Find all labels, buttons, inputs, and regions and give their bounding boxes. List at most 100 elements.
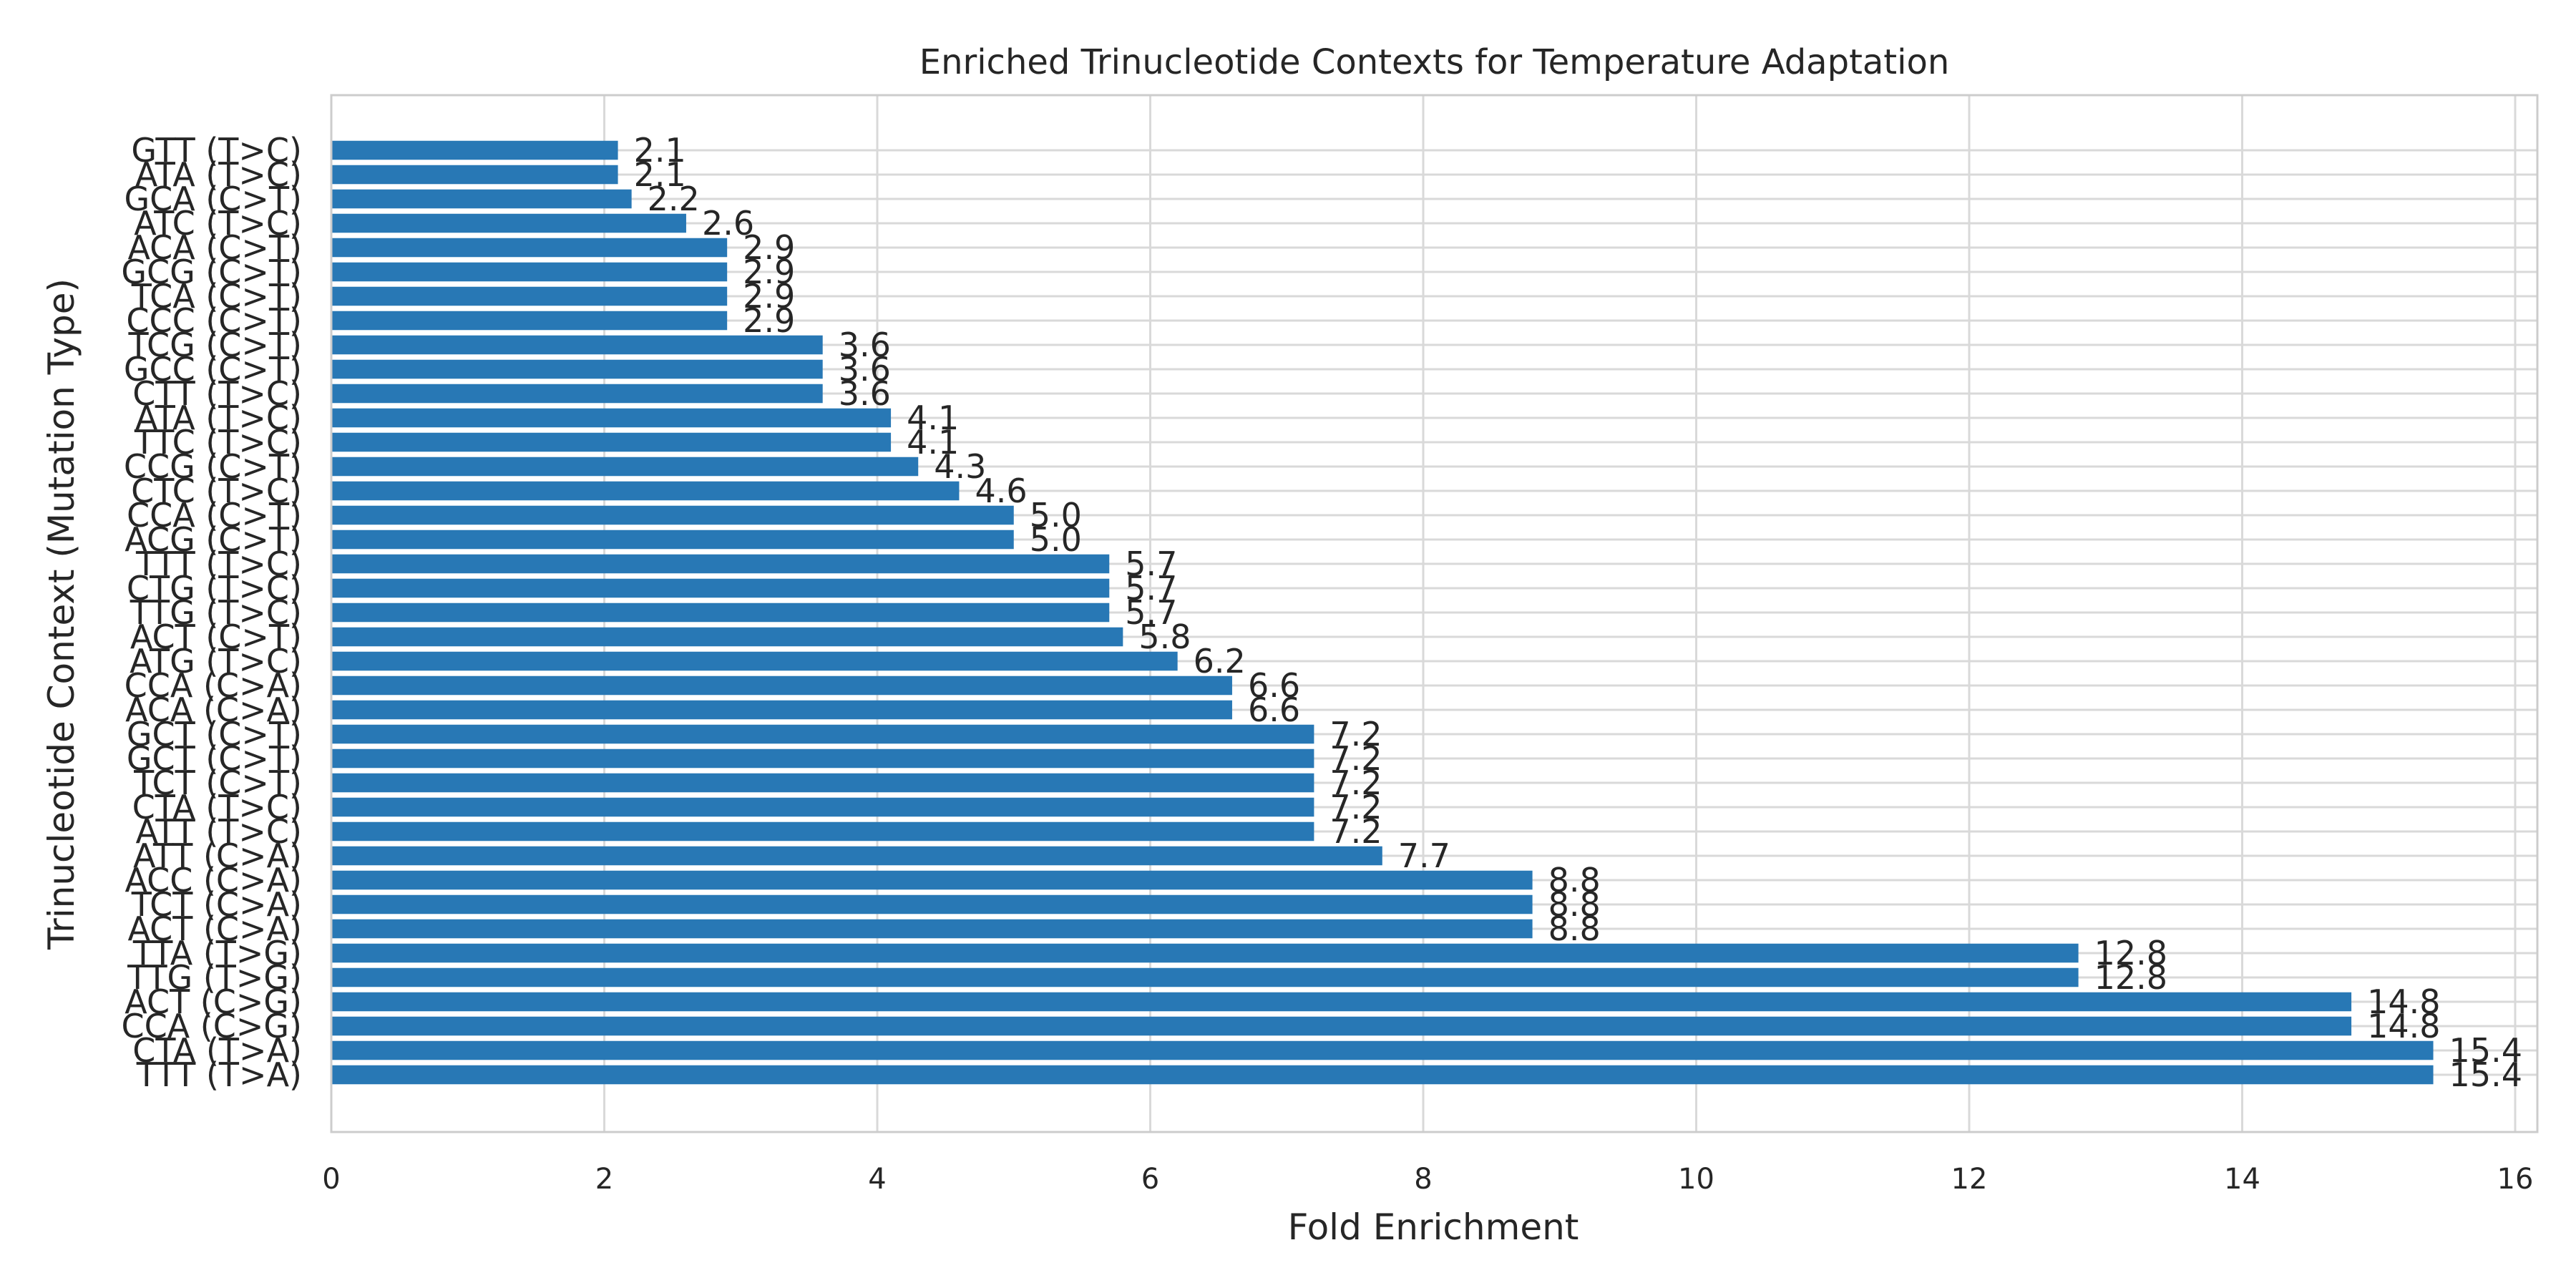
x-tick-label: 0 bbox=[322, 1163, 340, 1196]
bar bbox=[331, 189, 632, 209]
bar-value-label: 3.6 bbox=[839, 326, 891, 364]
bar-value-label: 6.6 bbox=[1248, 691, 1300, 729]
bar-value-label: 2.6 bbox=[702, 204, 754, 243]
bar-value-label: 5.7 bbox=[1125, 545, 1177, 583]
y-tick-label: ACG (C>T) bbox=[125, 520, 302, 559]
bar bbox=[331, 602, 1110, 623]
y-tick-label: GCT (C>T) bbox=[127, 715, 302, 753]
bar-value-label: 2.1 bbox=[634, 131, 686, 170]
bar bbox=[331, 724, 1314, 744]
y-tick-label: GCG (C>T) bbox=[121, 253, 302, 291]
bar bbox=[331, 967, 2079, 987]
bar bbox=[331, 140, 618, 160]
y-tick-label: ATA (T>C) bbox=[135, 399, 302, 437]
bar-value-label: 2.9 bbox=[743, 228, 795, 267]
bar bbox=[331, 773, 1314, 793]
bar-value-label: 8.8 bbox=[1548, 885, 1601, 924]
bar-value-label: 2.2 bbox=[648, 180, 700, 218]
y-tick-label: TTG (T>C) bbox=[130, 593, 302, 632]
bar-value-label: 2.1 bbox=[634, 155, 686, 194]
bar bbox=[331, 335, 823, 355]
bar bbox=[331, 530, 1014, 550]
y-tick-label: ACT (C>G) bbox=[125, 982, 302, 1021]
bar-value-label: 6.6 bbox=[1248, 666, 1300, 705]
y-tick-label: GCC (C>T) bbox=[124, 350, 302, 389]
bar bbox=[331, 675, 1232, 696]
bar bbox=[331, 700, 1232, 720]
bar-value-label: 15.4 bbox=[2449, 1031, 2522, 1070]
y-tick-label: ACA (C>A) bbox=[125, 691, 302, 729]
y-tick-label: TCT (C>T) bbox=[133, 763, 302, 802]
bar-value-label: 6.2 bbox=[1194, 642, 1246, 680]
bar-value-label: 3.6 bbox=[839, 350, 891, 389]
y-tick-label: CTC (T>C) bbox=[131, 472, 302, 510]
bar bbox=[331, 651, 1178, 671]
bar-value-label: 14.8 bbox=[2367, 1007, 2440, 1045]
bar bbox=[331, 165, 618, 185]
x-tick-label: 4 bbox=[868, 1163, 886, 1196]
x-tick-label: 12 bbox=[1951, 1163, 1988, 1196]
y-tick-label: CCA (C>T) bbox=[127, 496, 302, 535]
bar-value-label: 8.8 bbox=[1548, 861, 1601, 899]
bar bbox=[331, 505, 1014, 525]
y-tick-label: ATA (T>C) bbox=[135, 155, 302, 194]
y-tick-label: TTT (T>C) bbox=[135, 545, 302, 583]
y-tick-label: TCG (C>T) bbox=[128, 326, 302, 364]
bar-value-label: 14.8 bbox=[2367, 982, 2440, 1021]
bar bbox=[331, 821, 1314, 841]
bar-value-label: 2.9 bbox=[743, 277, 795, 316]
bar-value-label: 7.2 bbox=[1330, 788, 1382, 826]
x-tick-label: 10 bbox=[1678, 1163, 1714, 1196]
bar-value-label: 4.3 bbox=[934, 447, 986, 486]
y-tick-label: ATC (T>C) bbox=[134, 204, 302, 243]
y-tick-label: CTT (T>C) bbox=[132, 374, 302, 413]
bar-value-label: 7.2 bbox=[1330, 739, 1382, 778]
bar bbox=[331, 992, 2352, 1012]
y-tick-label: ATT (C>A) bbox=[133, 836, 302, 875]
bar bbox=[331, 578, 1110, 598]
y-tick-label: ACC (C>A) bbox=[125, 861, 302, 899]
y-tick-label: ACT (C>T) bbox=[130, 618, 302, 656]
y-tick-label: ATG (T>C) bbox=[130, 642, 302, 680]
bar-value-label: 7.2 bbox=[1330, 763, 1382, 802]
y-tick-label: TTA (T>G) bbox=[132, 934, 302, 972]
x-tick-labels: 0 2 4 6 8 10 12 14 16 bbox=[322, 1163, 2533, 1196]
x-tick-label: 16 bbox=[2497, 1163, 2534, 1196]
y-tick-label: TTT (T>A) bbox=[136, 1055, 302, 1094]
chart-title: Enriched Trinucleotide Contexts for Temp… bbox=[919, 42, 1950, 82]
bar-value-label: 15.4 bbox=[2449, 1055, 2522, 1094]
bar-value-label: 4.1 bbox=[907, 423, 959, 462]
x-tick-label: 2 bbox=[595, 1163, 613, 1196]
bar-value-label: 8.8 bbox=[1548, 909, 1601, 948]
bar bbox=[331, 457, 919, 477]
y-tick-label: GCA (C>T) bbox=[124, 180, 302, 218]
bar-value-label: 5.0 bbox=[1030, 496, 1082, 535]
bar bbox=[331, 359, 823, 379]
bar-value-label: 12.8 bbox=[2094, 934, 2167, 972]
bar-value-label: 5.0 bbox=[1030, 520, 1082, 559]
y-tick-label: CCG (C>T) bbox=[124, 447, 302, 486]
bar bbox=[331, 286, 728, 306]
bar-value-label: 2.9 bbox=[743, 253, 795, 291]
bar-value-label: 7.7 bbox=[1398, 836, 1450, 875]
bar bbox=[331, 1040, 2434, 1060]
bar bbox=[331, 943, 2079, 963]
y-tick-labels: TTT (T>A)CTA (T>A)CCA (C>G)ACT (C>G)TTG … bbox=[121, 131, 302, 1094]
bar bbox=[331, 919, 1533, 939]
bar-value-label: 7.2 bbox=[1330, 715, 1382, 753]
y-tick-label: GTT (T>C) bbox=[131, 131, 302, 170]
x-tick-label: 6 bbox=[1141, 1163, 1159, 1196]
bar bbox=[331, 238, 728, 258]
x-axis-label: Fold Enrichment bbox=[1288, 1206, 1579, 1248]
y-tick-label: TTC (T>C) bbox=[134, 423, 302, 462]
y-tick-label: ACT (C>A) bbox=[127, 909, 302, 948]
y-tick-label: TTG (T>G) bbox=[127, 958, 302, 997]
y-tick-label: ATT (T>C) bbox=[135, 812, 302, 851]
value-labels: 15.415.414.814.812.812.88.88.88.87.77.27… bbox=[634, 131, 2522, 1094]
bar bbox=[331, 432, 892, 452]
x-tick-label: 8 bbox=[1414, 1163, 1432, 1196]
bar bbox=[331, 894, 1533, 914]
bar-value-label: 2.9 bbox=[743, 301, 795, 340]
